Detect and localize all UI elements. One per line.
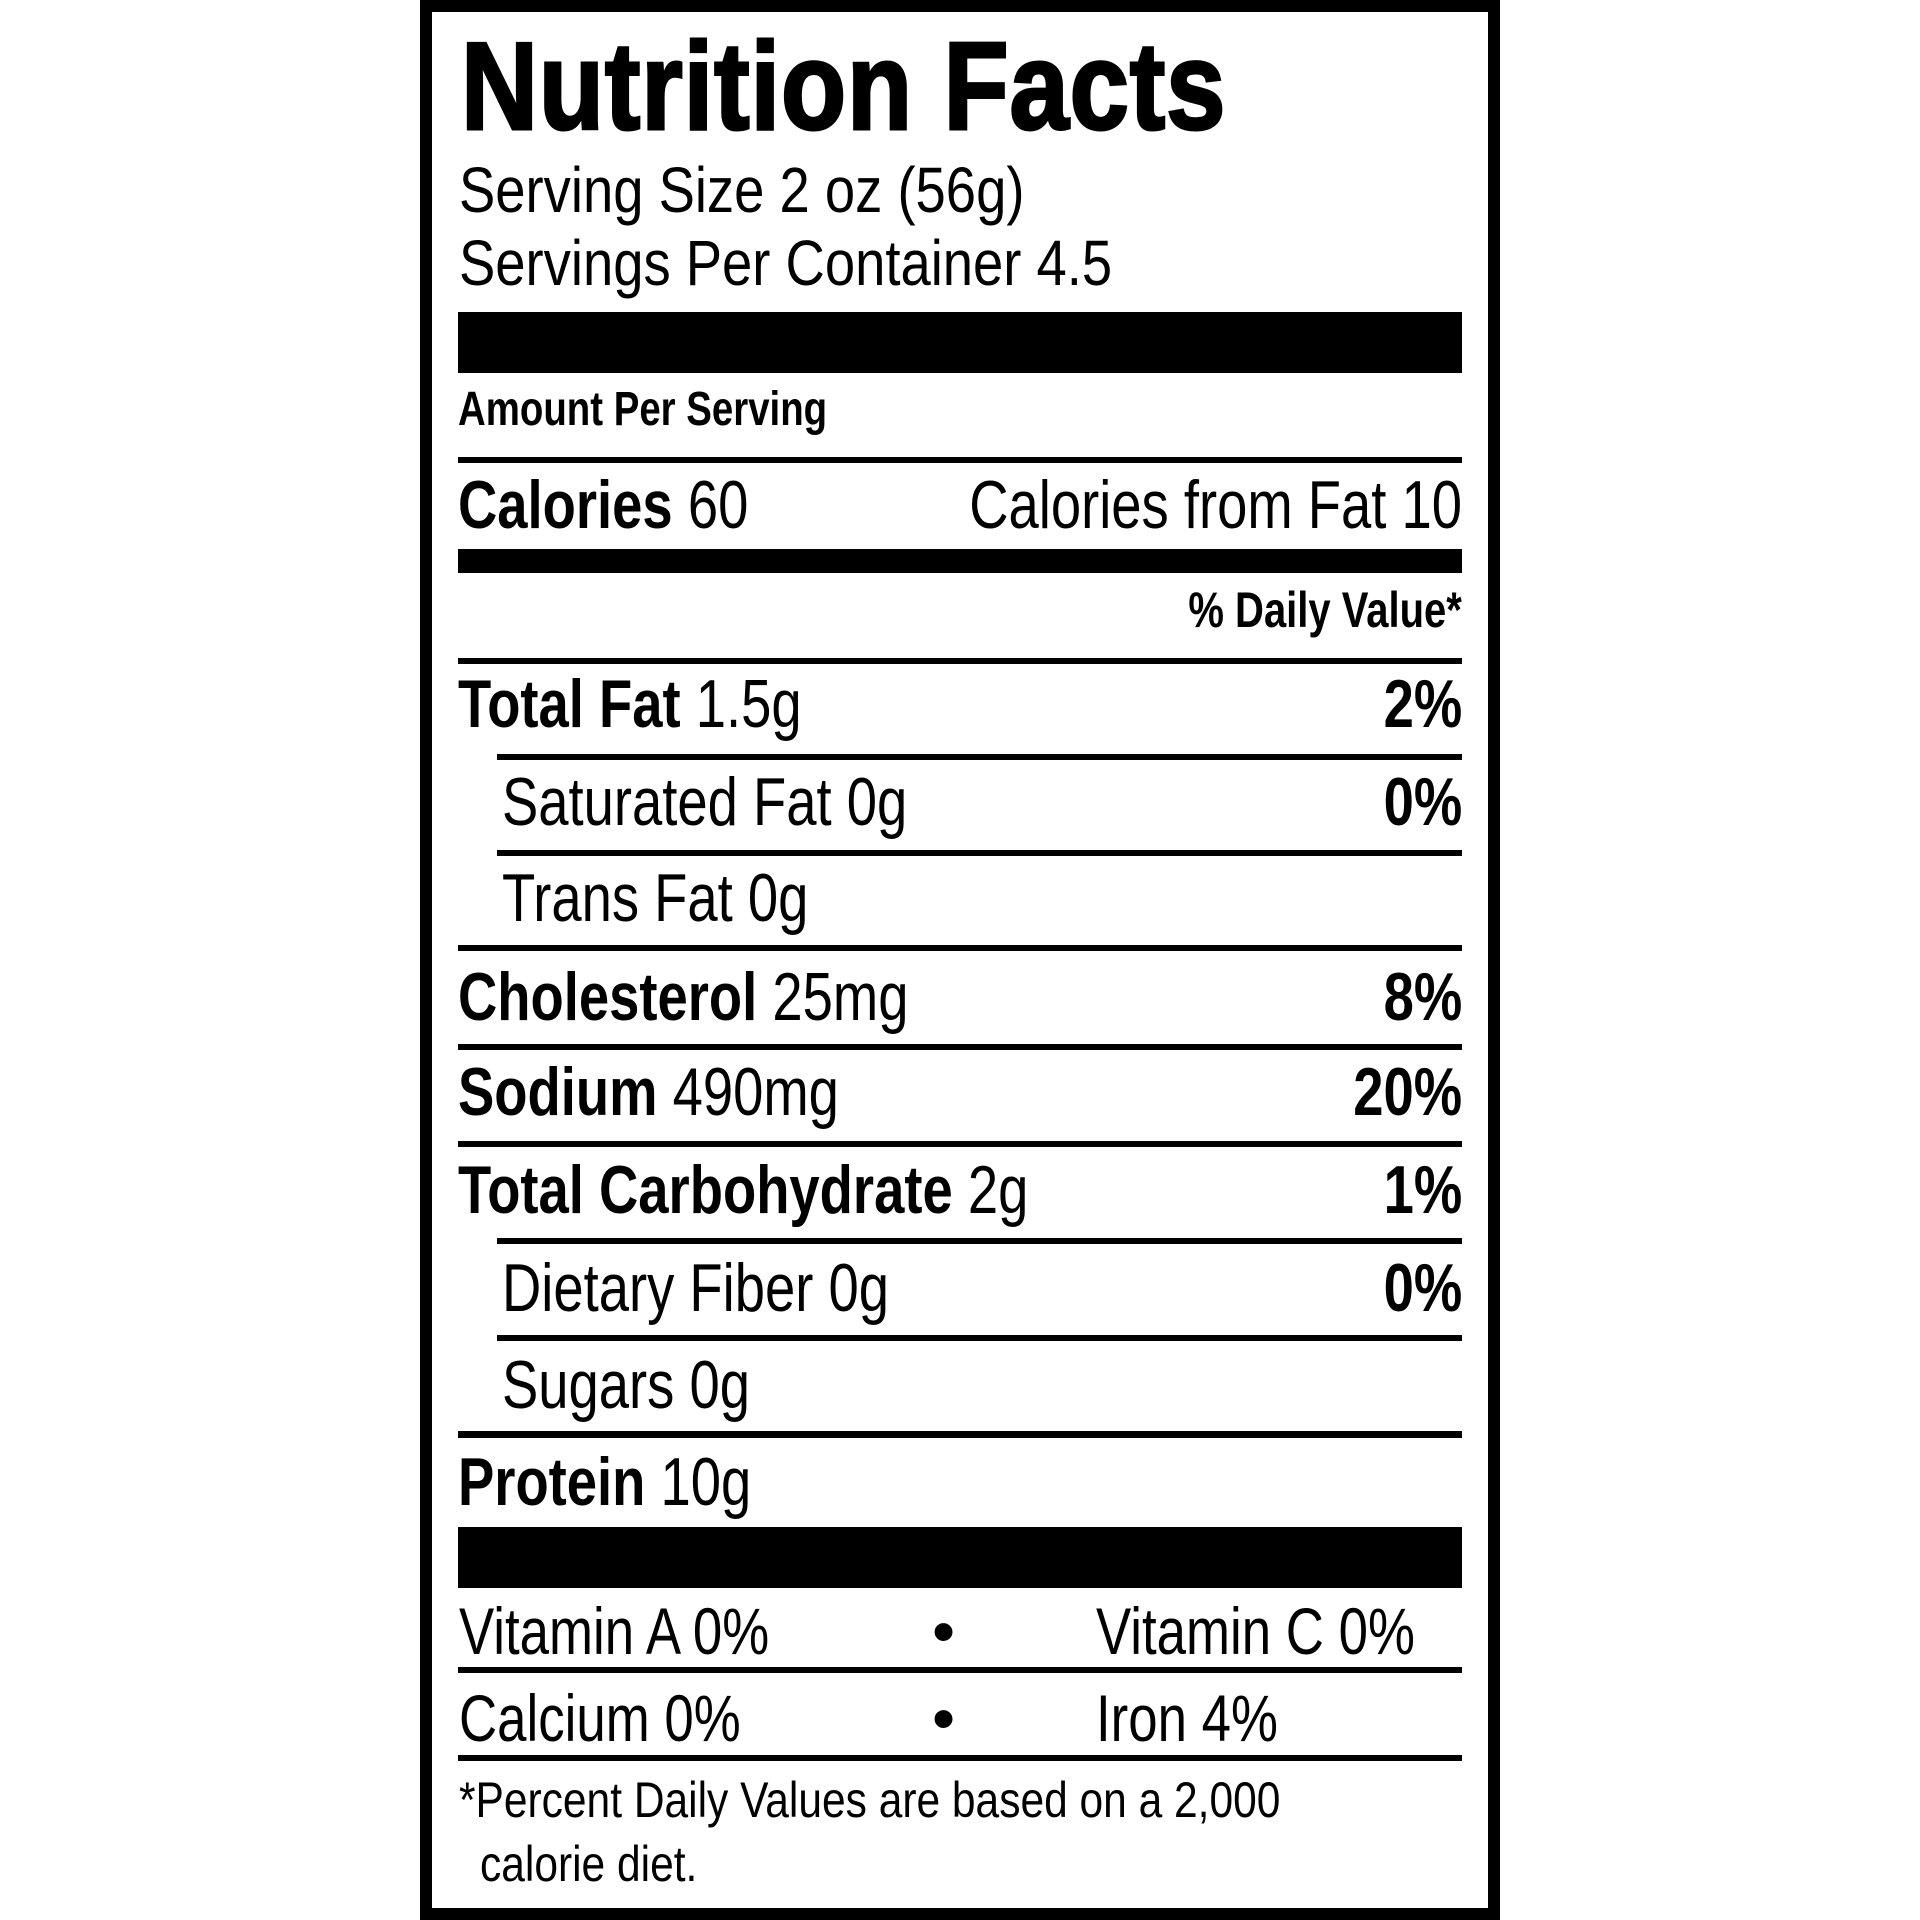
daily-value-header: % Daily Value*	[1188, 582, 1462, 638]
calories-row: Calories 60 Calories from Fat 10	[458, 465, 1462, 545]
label-border	[420, 0, 1500, 1920]
thick-divider	[458, 1527, 1462, 1588]
divider	[458, 1431, 1462, 1438]
label-title: Nutrition Facts	[460, 18, 1227, 156]
divider	[497, 1238, 1462, 1244]
nutrient-label: Cholesterol	[458, 959, 758, 1035]
thick-divider	[458, 312, 1462, 373]
nutrient-row-protein: Protein 10g	[458, 1442, 1462, 1522]
servings-per-container: Servings Per Container 4.5	[459, 227, 1113, 299]
nutrient-dv: 1%	[1383, 1152, 1462, 1228]
nutrient-dv: 0%	[1383, 1250, 1462, 1326]
nutrient-row-sodium: Sodium 490mg 20%	[458, 1052, 1462, 1132]
nutrient-row-saturated-fat: Saturated Fat 0g 0%	[502, 762, 1462, 842]
iron: Iron 4%	[1096, 1681, 1278, 1755]
vitamin-a: Vitamin A 0%	[459, 1594, 770, 1668]
divider	[458, 1755, 1462, 1761]
divider	[497, 754, 1462, 760]
calcium: Calcium 0%	[459, 1681, 741, 1755]
nutrient-row-cholesterol: Cholesterol 25mg 8%	[458, 957, 1462, 1037]
serving-size: Serving Size 2 oz (56g)	[459, 154, 1025, 226]
nutrient-label: Total Carbohydrate	[458, 1152, 953, 1228]
nutrient-row-total-carbohydrate: Total Carbohydrate 2g 1%	[458, 1150, 1462, 1230]
nutrient-dv: 2%	[1383, 666, 1462, 742]
divider	[458, 1141, 1462, 1147]
vitamin-c: Vitamin C 0%	[1096, 1594, 1415, 1668]
nutrient-row-total-fat: Total Fat 1.5g 2%	[458, 664, 1462, 744]
divider	[497, 1335, 1462, 1341]
divider	[458, 1667, 1462, 1673]
medium-divider	[458, 549, 1462, 573]
nutrient-label: Sugars	[502, 1347, 675, 1423]
calories-from-fat: Calories from Fat 10	[969, 467, 1462, 543]
nutrient-dv: 8%	[1383, 959, 1462, 1035]
nutrient-label: Saturated Fat	[502, 764, 832, 840]
divider	[458, 945, 1462, 951]
nutrient-label: Sodium	[458, 1054, 658, 1130]
nutrient-amount: 0g	[846, 764, 908, 840]
divider	[497, 850, 1462, 856]
nutrient-label: Dietary Fiber	[502, 1250, 814, 1326]
amount-per-serving: Amount Per Serving	[458, 383, 828, 436]
nutrient-row-trans-fat: Trans Fat 0g	[502, 858, 1462, 938]
footnote-line-2: calorie diet.	[480, 1836, 698, 1892]
nutrient-amount: 0g	[747, 860, 809, 936]
nutrient-amount: 490mg	[672, 1054, 839, 1130]
nutrient-row-sugars: Sugars 0g	[502, 1345, 1462, 1425]
nutrient-row-dietary-fiber: Dietary Fiber 0g 0%	[502, 1248, 1462, 1328]
divider	[458, 658, 1462, 664]
bullet-icon: •	[932, 1594, 956, 1668]
nutrient-label: Total Fat	[458, 666, 681, 742]
divider	[458, 1044, 1462, 1050]
nutrient-amount: 10g	[660, 1444, 752, 1520]
calories-label: Calories	[458, 467, 673, 543]
nutrient-amount: 25mg	[772, 959, 909, 1035]
nutrient-label: Trans Fat	[502, 860, 733, 936]
footnote-line-1: *Percent Daily Values are based on a 2,0…	[459, 1772, 1281, 1828]
bullet-icon: •	[932, 1681, 956, 1755]
nutrient-dv: 20%	[1353, 1054, 1462, 1130]
nutrient-amount: 0g	[828, 1250, 890, 1326]
divider	[458, 457, 1462, 463]
nutrient-amount: 2g	[967, 1152, 1029, 1228]
nutrient-label: Protein	[458, 1444, 646, 1520]
nutrient-amount: 0g	[689, 1347, 751, 1423]
nutrient-amount: 1.5g	[695, 666, 802, 742]
calories-value: 60	[687, 467, 749, 543]
nutrient-dv: 0%	[1383, 764, 1462, 840]
